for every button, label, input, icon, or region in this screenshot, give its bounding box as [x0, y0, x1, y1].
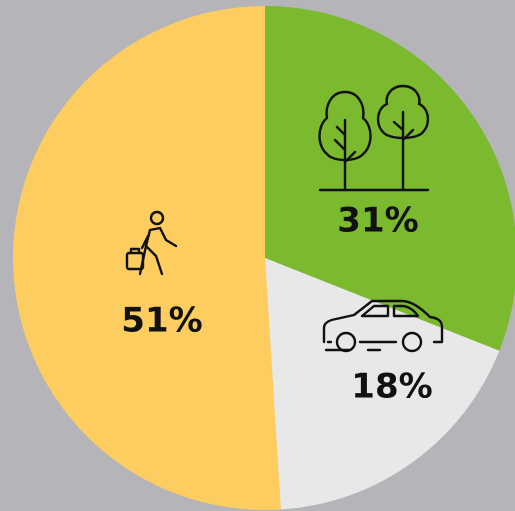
pie-slice: [13, 6, 281, 510]
walker-icon: [125, 210, 178, 276]
value-label: 51%: [121, 301, 202, 341]
value-label: 18%: [351, 367, 432, 407]
value-label: 31%: [337, 201, 418, 241]
pie: [13, 6, 515, 510]
pie-slice: [265, 258, 500, 510]
pie-slice: [265, 6, 515, 351]
car-icon: [322, 299, 444, 353]
trees-icon: [318, 84, 430, 192]
